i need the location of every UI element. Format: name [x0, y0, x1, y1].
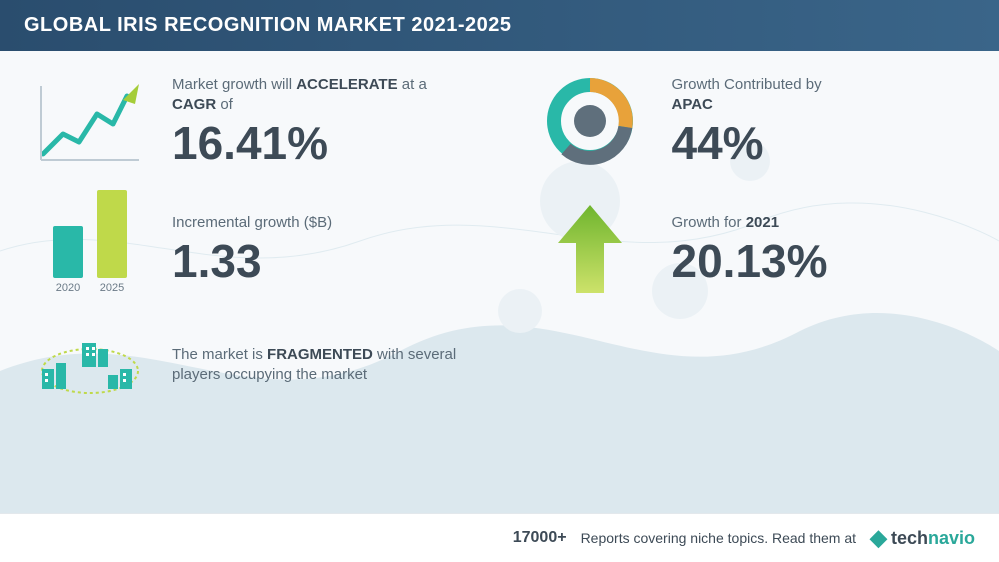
growth-2021-value: 20.13%: [672, 237, 970, 285]
content-area: Market growth will ACCELERATE at a CAGR …: [0, 51, 999, 521]
stat-apac: Growth Contributed by APAC 44%: [530, 71, 970, 171]
growth-chart-icon: [30, 76, 150, 166]
apac-value: 44%: [672, 119, 970, 167]
fragmented-caption: The market is FRAGMENTED with several pl…: [172, 345, 470, 386]
text: Growth for: [672, 214, 746, 231]
bar-2025: 2025: [97, 190, 127, 294]
up-arrow-icon: [530, 199, 650, 299]
stat-growth-2021: Growth for 2021 20.13%: [530, 199, 970, 299]
incremental-caption: Incremental growth ($B): [172, 213, 470, 233]
cagr-caption: Market growth will ACCELERATE at a CAGR …: [172, 75, 470, 116]
network-buildings-icon: [30, 327, 150, 407]
text-bold: FRAGMENTED: [267, 346, 373, 363]
logo-text-navio: navio: [928, 528, 975, 548]
header-bar: GLOBAL IRIS RECOGNITION MARKET 2021-2025: [0, 0, 999, 51]
text-bold: CAGR: [172, 96, 216, 113]
cagr-value: 16.41%: [172, 119, 470, 167]
bar-label: 2025: [100, 282, 124, 294]
stats-grid: Market growth will ACCELERATE at a CAGR …: [30, 71, 969, 407]
stat-incremental: 2020 2025 Incremental growth ($B) 1.33: [30, 199, 470, 299]
text: at a: [398, 76, 427, 93]
bar-chart-icon: 2020 2025: [30, 204, 150, 294]
growth-2021-caption: Growth for 2021: [672, 213, 970, 233]
bar-label: 2020: [56, 282, 80, 294]
incremental-value: 1.33: [172, 237, 470, 285]
logo-dot-icon: ◆: [870, 525, 887, 551]
report-count: 17000+: [513, 529, 567, 547]
stat-cagr: Market growth will ACCELERATE at a CAGR …: [30, 71, 470, 171]
text: Market growth will: [172, 76, 296, 93]
text: of: [216, 96, 233, 113]
text: Growth Contributed by: [672, 76, 822, 93]
text-bold: ACCELERATE: [296, 76, 397, 93]
page-title: GLOBAL IRIS RECOGNITION MARKET 2021-2025: [24, 14, 512, 36]
text-bold: APAC: [672, 96, 713, 113]
footer-bar: 17000+ Reports covering niche topics. Re…: [0, 513, 999, 562]
stat-fragmented: The market is FRAGMENTED with several pl…: [30, 327, 470, 407]
text-bold: 2021: [746, 214, 779, 231]
bar-2020: 2020: [53, 226, 83, 294]
technavio-logo: ◆ technavio: [870, 525, 975, 551]
text: The market is: [172, 346, 267, 363]
footer-text: Reports covering niche topics. Read them…: [581, 530, 856, 546]
donut-chart-icon: [530, 71, 650, 171]
apac-caption: Growth Contributed by APAC: [672, 75, 970, 116]
logo-text-tech: tech: [891, 528, 928, 548]
